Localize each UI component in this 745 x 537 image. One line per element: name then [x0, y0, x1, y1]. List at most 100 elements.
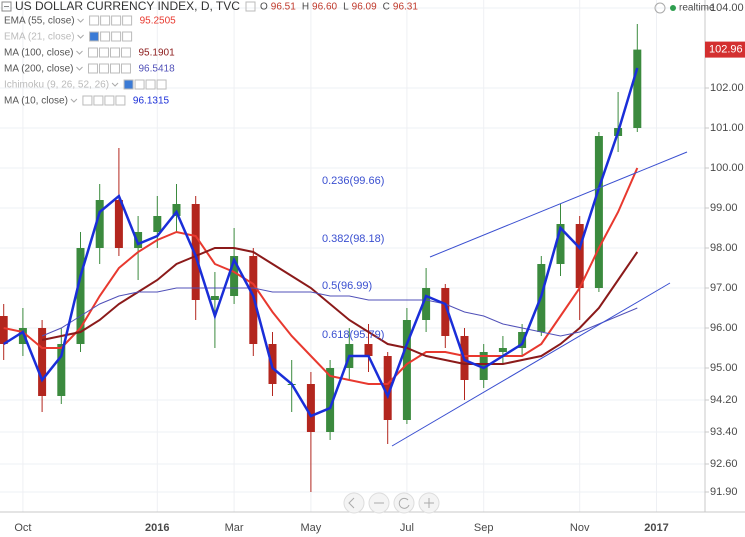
legend-icon[interactable]: [89, 31, 100, 42]
legend-icon[interactable]: [98, 63, 109, 74]
legend-icon[interactable]: [122, 31, 133, 42]
navigation: [343, 492, 440, 514]
candle-body: [18, 328, 27, 344]
candle-body: [575, 224, 584, 288]
plus-icon: [424, 498, 434, 508]
ohlc-value: 96.31: [393, 2, 418, 13]
x-tick-label: Sep: [474, 522, 494, 534]
candle-body: [594, 136, 603, 288]
candle-body: [402, 320, 411, 420]
y-tick-label: 95.00: [710, 362, 738, 374]
y-tick-label: 94.20: [710, 394, 738, 406]
legend-icon[interactable]: [104, 95, 115, 106]
candle-body: [441, 288, 450, 336]
legend-icon[interactable]: [98, 47, 109, 58]
candle-body: [210, 296, 219, 300]
candle-body: [479, 352, 488, 380]
y-tick-label: 104.00: [710, 2, 744, 14]
candle-body: [230, 256, 239, 296]
legend-name: MA (10, close): [4, 96, 68, 107]
legend-icon[interactable]: [109, 63, 120, 74]
indicator-line: [3, 167, 639, 385]
fib-label: 0.236(99.66): [322, 175, 384, 187]
legend-icon[interactable]: [82, 95, 93, 106]
scroll-left-icon: [348, 497, 355, 509]
y-tick-label: 92.60: [710, 458, 738, 470]
y-tick-label: 102.00: [710, 82, 744, 94]
x-tick-label: May: [301, 522, 322, 534]
indicator-line: [41, 287, 638, 337]
legend-icon[interactable]: [134, 79, 145, 90]
candle-body: [422, 288, 431, 320]
trend-line: [391, 282, 671, 447]
legend-icon[interactable]: [100, 15, 111, 26]
legend-icon[interactable]: [109, 47, 120, 58]
legend-icon[interactable]: [156, 79, 167, 90]
dropdown-icon: [77, 18, 84, 23]
x-tick-label: 2016: [145, 522, 169, 534]
y-tick-label: 96.00: [710, 322, 738, 334]
fib-label: 0.382(98.18): [322, 233, 384, 245]
legend-icon[interactable]: [111, 15, 122, 26]
legend-icon[interactable]: [87, 63, 98, 74]
legend-value: 95.2505: [140, 16, 177, 27]
icon: [245, 1, 256, 12]
candle-body: [518, 332, 527, 348]
ohlc-value: 96.60: [312, 2, 337, 13]
legend-icon[interactable]: [120, 47, 131, 58]
candle-body: [114, 200, 123, 248]
candle-body: [326, 368, 335, 432]
legend-value: 95.1901: [138, 48, 175, 59]
y-tick-label: 98.00: [710, 242, 738, 254]
legend-icon[interactable]: [89, 15, 100, 26]
candle-body: [38, 328, 47, 396]
legend-icon[interactable]: [115, 95, 126, 106]
alert-icon[interactable]: [654, 2, 666, 14]
candle-body: [57, 344, 66, 396]
legend-name: EMA (21, close): [4, 32, 75, 43]
collapse-icon[interactable]: [1, 1, 12, 12]
candle-body: [556, 224, 565, 264]
ohlc-value: 96.51: [271, 2, 296, 13]
legend-icon[interactable]: [111, 31, 122, 42]
candle-body: [498, 348, 507, 352]
legend-icon[interactable]: [93, 95, 104, 106]
x-tick-label: Mar: [225, 522, 244, 534]
legend-icon[interactable]: [122, 15, 133, 26]
x-tick-label: Nov: [570, 522, 590, 534]
zoom-out-button[interactable]: [343, 492, 365, 514]
reset-icon: [398, 497, 410, 509]
y-tick-label: 91.90: [710, 486, 738, 498]
trend-line: [429, 151, 688, 258]
candle-body: [364, 344, 373, 356]
price-badge: [705, 41, 745, 58]
legend-icon[interactable]: [145, 79, 156, 90]
ohlc-label: O: [260, 2, 268, 13]
candle-body: [134, 232, 143, 248]
y-tick-label: 99.00: [710, 202, 738, 214]
y-tick-label: 97.00: [710, 282, 738, 294]
legend-name: MA (200, close): [4, 64, 73, 75]
legend-name: EMA (55, close): [4, 16, 75, 27]
legend-icon[interactable]: [87, 47, 98, 58]
legend-icon[interactable]: [123, 79, 134, 90]
ohlc-value: 96.09: [352, 2, 377, 13]
x-axis-area: [0, 512, 745, 537]
fib-label: 0.5(96.99): [322, 280, 372, 292]
legend: US DOLLAR CURRENCY INDEX, D, TVC O 96.51 H…: [1, 0, 418, 107]
dropdown-icon: [111, 82, 119, 87]
plot: [0, 24, 642, 492]
y-tick-label: 100.00: [710, 162, 744, 174]
ohlc-label: H: [302, 2, 309, 13]
reset-button[interactable]: [393, 492, 415, 514]
legend-icon[interactable]: [100, 31, 111, 42]
ohlc-label: C: [383, 2, 390, 13]
price-badge-label: 102.96: [709, 44, 743, 56]
legend-name: MA (100, close): [4, 48, 73, 59]
legend-icon[interactable]: [120, 63, 131, 74]
dropdown-icon: [76, 66, 83, 71]
candle-body: [306, 384, 315, 432]
y-tick-label: 101.00: [710, 122, 744, 134]
